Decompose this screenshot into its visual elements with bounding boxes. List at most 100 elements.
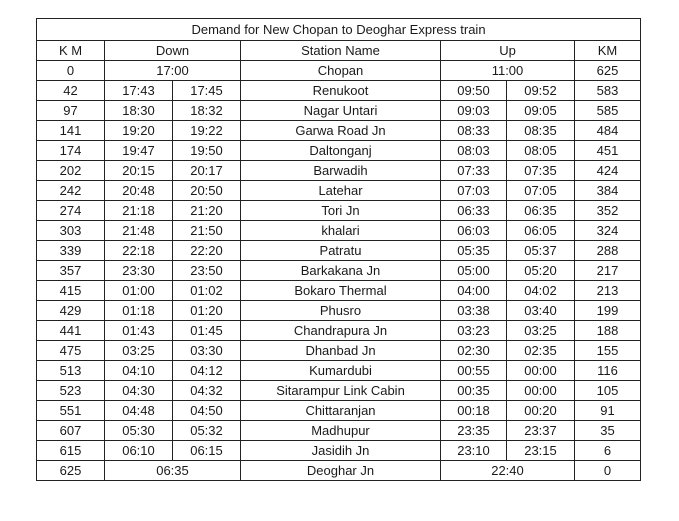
down-arrival-cell: 22:18 [104, 240, 173, 261]
km-up-cell: 91 [574, 400, 641, 421]
up-departure-cell: 04:02 [506, 280, 575, 301]
up-arrival-cell: 09:03 [440, 100, 507, 121]
down-time-cell: 17:00 [104, 60, 241, 81]
table-row: 607 05:30 05:32 Madhupur 23:35 23:37 35 [36, 420, 641, 441]
down-departure-cell: 05:32 [172, 420, 241, 441]
down-arrival-cell: 19:20 [104, 120, 173, 141]
table-row: 97 18:30 18:32 Nagar Untari 09:03 09:05 585 [36, 100, 641, 121]
header-row: K M Down Station Name Up KM [36, 40, 641, 61]
station-cell: Madhupur [240, 420, 441, 441]
km-up-cell: 625 [574, 60, 641, 81]
up-arrival-cell: 23:35 [440, 420, 507, 441]
up-departure-cell: 00:20 [506, 400, 575, 421]
down-departure-cell: 21:50 [172, 220, 241, 241]
station-cell: Sitarampur Link Cabin [240, 380, 441, 401]
down-departure-cell: 19:22 [172, 120, 241, 141]
km-cell: 174 [36, 140, 105, 161]
up-arrival-cell: 23:10 [440, 440, 507, 461]
header-down: Down [104, 40, 241, 61]
km-cell: 625 [36, 460, 105, 481]
down-departure-cell: 17:45 [172, 80, 241, 101]
down-arrival-cell: 01:43 [104, 320, 173, 341]
up-arrival-cell: 09:50 [440, 80, 507, 101]
up-arrival-cell: 07:03 [440, 180, 507, 201]
table-row: 202 20:15 20:17 Barwadih 07:33 07:35 424 [36, 160, 641, 181]
km-cell: 429 [36, 300, 105, 321]
up-arrival-cell: 06:33 [440, 200, 507, 221]
up-time-cell: 22:40 [440, 460, 575, 481]
km-up-cell: 105 [574, 380, 641, 401]
km-up-cell: 585 [574, 100, 641, 121]
station-cell: Kumardubi [240, 360, 441, 381]
up-arrival-cell: 00:35 [440, 380, 507, 401]
station-cell: Tori Jn [240, 200, 441, 221]
up-departure-cell: 07:35 [506, 160, 575, 181]
header-km-right: KM [574, 40, 641, 61]
station-cell: Barkakana Jn [240, 260, 441, 281]
km-up-cell: 583 [574, 80, 641, 101]
km-cell: 141 [36, 120, 105, 141]
km-up-cell: 384 [574, 180, 641, 201]
station-cell: Phusro [240, 300, 441, 321]
header-km-left: K M [36, 40, 105, 61]
table-row: 615 06:10 06:15 Jasidih Jn 23:10 23:15 6 [36, 440, 641, 461]
station-cell: Barwadih [240, 160, 441, 181]
up-arrival-cell: 00:18 [440, 400, 507, 421]
down-departure-cell: 06:15 [172, 440, 241, 461]
up-departure-cell: 09:52 [506, 80, 575, 101]
station-cell: Patratu [240, 240, 441, 261]
table-row: 141 19:20 19:22 Garwa Road Jn 08:33 08:35 484 [36, 120, 641, 141]
up-departure-cell: 02:35 [506, 340, 575, 361]
km-up-cell: 199 [574, 300, 641, 321]
table-row: 42 17:43 17:45 Renukoot 09:50 09:52 583 [36, 80, 641, 101]
table-row: 357 23:30 23:50 Barkakana Jn 05:00 05:20 217 [36, 260, 641, 281]
down-departure-cell: 04:32 [172, 380, 241, 401]
station-cell: Nagar Untari [240, 100, 441, 121]
down-arrival-cell: 01:18 [104, 300, 173, 321]
down-arrival-cell: 20:48 [104, 180, 173, 201]
up-arrival-cell: 05:00 [440, 260, 507, 281]
km-cell: 97 [36, 100, 105, 121]
up-departure-cell: 06:05 [506, 220, 575, 241]
up-arrival-cell: 08:03 [440, 140, 507, 161]
table-title: Demand for New Chopan to Deoghar Express… [36, 18, 641, 41]
km-up-cell: 155 [574, 340, 641, 361]
table-row: 274 21:18 21:20 Tori Jn 06:33 06:35 352 [36, 200, 641, 221]
down-departure-cell: 20:50 [172, 180, 241, 201]
station-cell: Chittaranjan [240, 400, 441, 421]
km-up-cell: 213 [574, 280, 641, 301]
up-departure-cell: 09:05 [506, 100, 575, 121]
km-cell: 415 [36, 280, 105, 301]
timetable: Demand for New Chopan to Deoghar Express… [36, 18, 641, 481]
down-departure-cell: 04:50 [172, 400, 241, 421]
km-cell: 42 [36, 80, 105, 101]
down-departure-cell: 20:17 [172, 160, 241, 181]
up-arrival-cell: 03:38 [440, 300, 507, 321]
up-arrival-cell: 03:23 [440, 320, 507, 341]
table-row: 339 22:18 22:20 Patratu 05:35 05:37 288 [36, 240, 641, 261]
up-departure-cell: 08:35 [506, 120, 575, 141]
down-arrival-cell: 19:47 [104, 140, 173, 161]
up-arrival-cell: 00:55 [440, 360, 507, 381]
up-departure-cell: 05:20 [506, 260, 575, 281]
up-arrival-cell: 04:00 [440, 280, 507, 301]
down-arrival-cell: 18:30 [104, 100, 173, 121]
table-row: 513 04:10 04:12 Kumardubi 00:55 00:00 116 [36, 360, 641, 381]
km-cell: 607 [36, 420, 105, 441]
up-arrival-cell: 02:30 [440, 340, 507, 361]
up-departure-cell: 08:05 [506, 140, 575, 161]
km-cell: 441 [36, 320, 105, 341]
km-up-cell: 0 [574, 460, 641, 481]
table-row: 415 01:00 01:02 Bokaro Thermal 04:00 04:02 213 [36, 280, 641, 301]
km-up-cell: 352 [574, 200, 641, 221]
station-cell: Dhanbad Jn [240, 340, 441, 361]
down-departure-cell: 01:20 [172, 300, 241, 321]
station-cell: Chandrapura Jn [240, 320, 441, 341]
station-cell: Jasidih Jn [240, 440, 441, 461]
table-row: 303 21:48 21:50 khalari 06:03 06:05 324 [36, 220, 641, 241]
up-departure-cell: 03:25 [506, 320, 575, 341]
down-arrival-cell: 04:48 [104, 400, 173, 421]
down-arrival-cell: 03:25 [104, 340, 173, 361]
down-arrival-cell: 20:15 [104, 160, 173, 181]
header-station: Station Name [240, 40, 441, 61]
